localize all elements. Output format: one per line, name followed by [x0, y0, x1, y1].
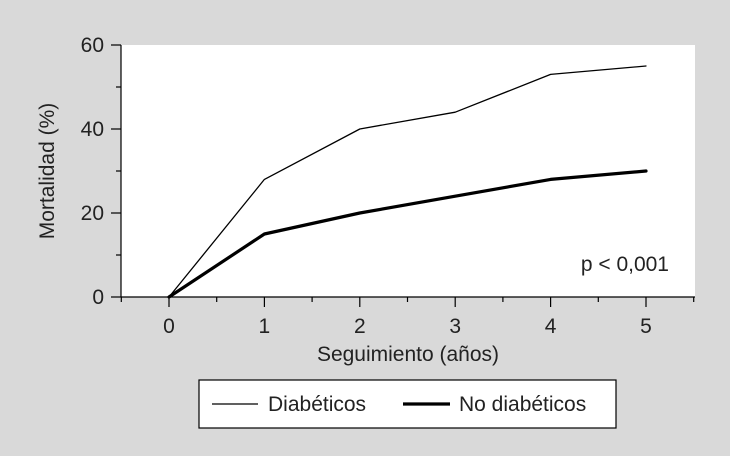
- y-axis-title: Mortalidad (%): [36, 103, 59, 240]
- legend: Diabéticos No diabéticos: [198, 379, 617, 429]
- y-tick-label-60: 60: [81, 34, 104, 57]
- legend-label-diabeticos: Diabéticos: [268, 393, 366, 416]
- x-tick-label-5: 5: [640, 315, 652, 338]
- legend-label-no-diabeticos: No diabéticos: [459, 393, 586, 416]
- x-tick-label-4: 4: [545, 315, 557, 338]
- x-tick-label-2: 2: [354, 315, 366, 338]
- p-value-annotation: p < 0,001: [581, 253, 669, 276]
- y-tick-label-0: 0: [92, 286, 104, 309]
- y-tick-label-40: 40: [81, 118, 104, 141]
- x-axis-title: Seguimiento (años): [317, 343, 499, 366]
- series-line-diab-ticos: [168, 65, 647, 298]
- x-tick-label-0: 0: [163, 315, 175, 338]
- series-line-no-diab-ticos: [167, 169, 648, 299]
- plot-area: [121, 45, 695, 297]
- y-tick-label-20: 20: [81, 202, 104, 225]
- x-tick-label-3: 3: [449, 315, 461, 338]
- x-tick-label-1: 1: [259, 315, 271, 338]
